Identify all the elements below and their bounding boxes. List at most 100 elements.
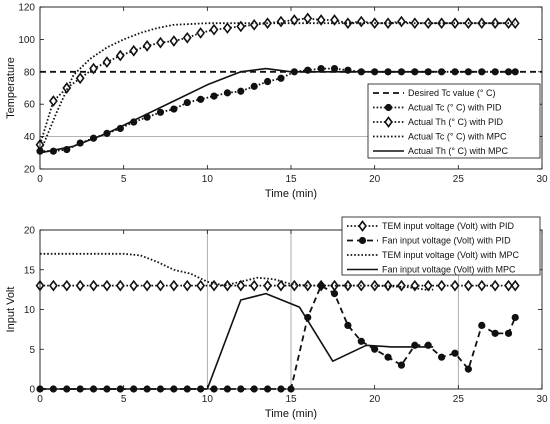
x-axis-label: Time (min) xyxy=(265,408,317,420)
legend-marker xyxy=(358,236,367,245)
series-actual-th-c-with-pid-point xyxy=(510,17,520,30)
series-actual-th-c-with-pid-point xyxy=(196,27,206,39)
series-tem-input-voltage-volt-with-pid-point xyxy=(129,279,139,292)
x-tick-label: 25 xyxy=(453,394,465,405)
series-actual-tc-c-with-pid-point xyxy=(183,98,191,107)
y-tick-label: 100 xyxy=(18,35,35,46)
series-tem-input-voltage-volt-with-pid-point xyxy=(115,279,125,292)
x-tick-label: 15 xyxy=(285,394,297,405)
series-actual-tc-c-with-pid-point xyxy=(263,77,272,86)
series-tem-input-voltage-volt-with-pid-point xyxy=(343,279,353,292)
legend-label: Actual Th (° C) with MPC xyxy=(408,146,508,156)
series-tem-input-voltage-volt-with-pid-point xyxy=(249,279,259,292)
series-actual-tc-c-with-pid-point xyxy=(277,74,285,82)
series-actual-th-c-with-pid-point xyxy=(75,72,85,85)
y-tick-label: 60 xyxy=(24,100,36,111)
legend-box xyxy=(367,83,541,159)
x-tick-label: 20 xyxy=(369,174,381,185)
series-tem-input-voltage-volt-with-pid-point xyxy=(423,279,433,292)
series-tem-input-voltage-volt-with-pid-point xyxy=(410,279,420,292)
series-actual-th-c-with-pid-point xyxy=(89,62,98,75)
series-actual-th-c-with-pid-point xyxy=(48,95,58,107)
series-actual-tc-c-with-pid-point xyxy=(438,68,446,76)
series-actual-tc-c-with-pid-point xyxy=(250,82,258,90)
series-actual-tc-c-with-pid-point xyxy=(237,87,245,95)
series-tem-input-voltage-volt-with-pid-point xyxy=(75,279,85,292)
series-actual-th-c-with-pid-point xyxy=(223,22,232,34)
series-tem-input-voltage-volt-with-pid-point xyxy=(169,279,179,292)
legend-box xyxy=(341,216,541,276)
series-tem-input-voltage-volt-with-pid-point xyxy=(303,279,313,292)
series-fan-input-voltage-volt-with-pid-point xyxy=(357,337,365,345)
legend-label: Fan input voltage (Volt) with MPC xyxy=(382,265,516,275)
series-tem-input-voltage-volt-with-pid-point xyxy=(263,279,272,292)
series-tem-input-voltage-volt-with-pid-point xyxy=(397,279,406,292)
series-actual-tc-c-with-pid-point xyxy=(317,64,325,73)
series-tem-input-voltage-volt-with-pid-point xyxy=(504,279,513,292)
series-fan-input-voltage-volt-with-pid-point xyxy=(397,361,406,369)
series-actual-tc-c-with-pid-point xyxy=(197,95,205,103)
series-actual-th-c-with-pid-point xyxy=(330,14,339,26)
series-actual-th-c-with-pid-point xyxy=(102,56,112,68)
legend-label: TEM input voltage (Volt) with MPC xyxy=(382,250,520,260)
legend: TEM input voltage (Volt) with PID Fan inp… xyxy=(341,216,541,276)
x-tick-label: 0 xyxy=(37,394,43,405)
y-tick-label: 20 xyxy=(24,226,36,237)
legend-marker xyxy=(384,103,393,112)
input-voltage-chart: 0 5 10 15 20 25 30 0 5 10 15 20 Time (min) Input Volt… xyxy=(5,216,548,420)
series-fan-input-voltage-volt-with-pid-point xyxy=(464,365,472,373)
series-tem-input-voltage-volt-with-pid-point xyxy=(276,279,286,292)
legend-label: Actual Tc (° C) with PID xyxy=(408,103,502,113)
series-actual-th-c-with-mpc-line xyxy=(39,67,425,154)
series-tem-input-voltage-volt-with-pid xyxy=(35,279,520,292)
series-tem-input-voltage-volt-with-pid-point xyxy=(196,279,206,292)
series-tem-input-voltage-volt-with-pid-point xyxy=(48,279,58,292)
legend-label: Actual Tc (° C) with MPC xyxy=(408,132,507,142)
series-actual-tc-c-with-pid-point xyxy=(424,68,432,76)
series-fan-input-voltage-volt-with-pid-point xyxy=(491,329,499,337)
series-actual-tc-c-with-pid-point xyxy=(504,68,513,76)
series-tem-input-voltage-volt-with-pid-point xyxy=(437,279,447,292)
series-tem-input-voltage-volt-with-pid-point xyxy=(182,279,192,292)
legend: Desired Tc value (° C) Actual Tc (° C) wi… xyxy=(367,83,541,159)
series-tem-input-voltage-volt-with-mpc-line xyxy=(40,252,434,291)
y-axis-label: Input Volt xyxy=(5,287,17,333)
y-axis-label: Temperature xyxy=(5,57,17,119)
series-fan-input-voltage-volt-with-pid-point xyxy=(371,345,379,353)
series-actual-th-c-with-pid-point xyxy=(129,44,139,57)
series-actual-th-c-with-mpc xyxy=(39,67,425,154)
series-fan-input-voltage-volt-with-pid-point xyxy=(478,321,486,329)
series-actual-th-c-with-pid-point xyxy=(209,23,219,36)
legend-label: TEM input voltage (Volt) with PID xyxy=(382,221,515,231)
series-actual-th-c-with-pid-point xyxy=(356,15,366,28)
series-tem-input-voltage-volt-with-pid-point xyxy=(142,279,152,292)
y-tick-label: 5 xyxy=(29,345,35,356)
y-tick-label: 20 xyxy=(24,165,36,176)
y-tick-label: 15 xyxy=(24,265,36,276)
temperature-chart: 0 5 10 15 20 25 30 20 40 60 80 100 120 Time (min) Temp… xyxy=(5,3,548,201)
series-actual-th-c-with-pid-point xyxy=(397,15,406,28)
y-tick-label: 40 xyxy=(24,132,36,143)
x-tick-label: 10 xyxy=(202,394,214,405)
series-actual-tc-c-with-mpc xyxy=(39,22,516,154)
series-actual-th-c-with-pid-point xyxy=(303,12,313,25)
series-actual-tc-c-with-pid-point xyxy=(451,68,459,76)
y-tick-label: 0 xyxy=(29,385,35,396)
series-actual-th-c-with-pid-point xyxy=(437,17,447,30)
series-tem-input-voltage-volt-with-pid-point xyxy=(510,279,520,292)
series-tem-input-voltage-volt-with-pid-point xyxy=(490,279,500,292)
series-fan-input-voltage-volt-with-pid-point xyxy=(504,329,513,337)
series-actual-th-c-with-pid-point xyxy=(289,14,299,26)
series-tem-input-voltage-volt-with-pid-point xyxy=(450,279,460,292)
series-fan-input-voltage-volt-with-mpc-line xyxy=(40,292,434,390)
series-fan-input-voltage-volt-with-pid-point xyxy=(330,290,339,298)
series-fan-input-voltage-volt-with-pid-point xyxy=(344,321,352,329)
series-actual-tc-c-with-pid-point xyxy=(478,68,486,76)
series-actual-th-c-with-pid-point xyxy=(477,17,487,30)
series-actual-tc-c-with-mpc-line xyxy=(39,22,516,154)
x-tick-label: 30 xyxy=(536,394,548,405)
series-tem-input-voltage-volt-with-pid-point xyxy=(89,279,98,292)
series-actual-th-c-with-pid xyxy=(35,12,520,151)
